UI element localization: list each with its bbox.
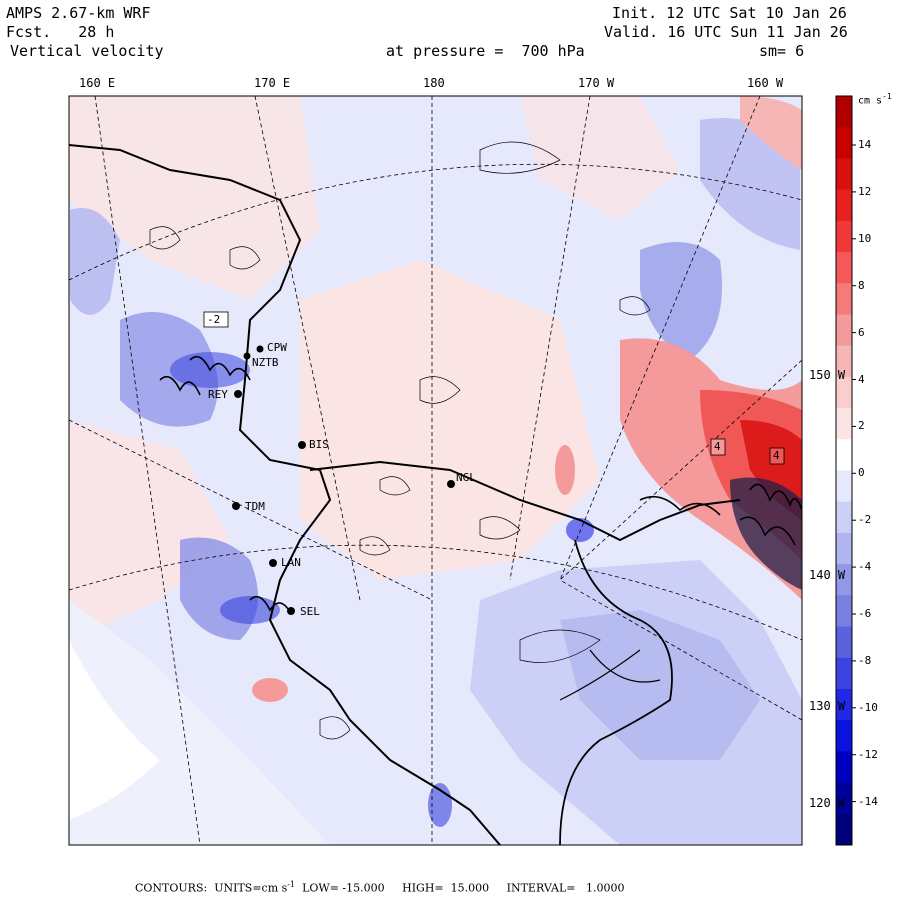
lon-label-170w: 170 W <box>578 76 615 90</box>
colorbar-tick-label: 12 <box>858 184 872 198</box>
smoothing-value: sm= 6 <box>759 42 805 60</box>
colorbar-segment <box>836 751 852 784</box>
colorbar-segment <box>836 813 852 846</box>
valid-time: Valid. 16 UTC Sun 11 Jan 26 <box>604 23 848 41</box>
colorbar-segment <box>836 314 852 347</box>
colorbar-segment <box>836 96 852 128</box>
station-dot-cpw <box>256 345 264 353</box>
footer-high: HIGH= 15.000 <box>402 881 490 895</box>
pressure-level: at pressure = 700 hPa <box>386 42 585 60</box>
colorbar-segment <box>836 283 852 315</box>
station-dot-rey <box>234 390 242 398</box>
map-frame <box>68 95 803 846</box>
colorbar-tick-label: 6 <box>858 325 865 339</box>
lon-label-160e: 160 E <box>79 76 116 90</box>
contour-label-box <box>710 438 726 456</box>
colorbar-segment <box>836 158 852 191</box>
lat-label-130w: 130 W <box>809 699 846 713</box>
colorbar-segment <box>836 782 852 815</box>
colorbar-segment <box>836 345 852 378</box>
lat-label-150w: 150 W <box>809 368 846 382</box>
forecast-hour: Fcst. 28 h <box>6 23 115 41</box>
colorbar-tick-label: -12 <box>858 747 878 761</box>
footer-contour-info: CONTOURS: UNITS=cm s-1 LOW= -15.000 HIGH… <box>135 880 625 895</box>
colorbar-tick-label: 10 <box>858 231 872 245</box>
colorbar-segment <box>836 532 852 565</box>
colorbar-segment <box>836 501 852 534</box>
colorbar-tick-label: 2 <box>858 419 865 433</box>
footer-units: CONTOURS: UNITS=cm s <box>135 881 288 895</box>
map-field <box>69 96 802 845</box>
colorbar-segment <box>836 657 852 690</box>
colorbar-segment <box>836 252 852 284</box>
colorbar-tick-label: -6 <box>858 607 872 620</box>
contour-label-4b: 4 <box>773 449 780 462</box>
contour-label-box <box>203 311 229 328</box>
colorbar-tick-label: 0 <box>858 466 865 480</box>
colorbar-segment <box>836 408 852 440</box>
colorbar-segment <box>836 595 852 628</box>
lat-label-120w: 120 W <box>809 796 846 810</box>
footer-interval: INTERVAL= 1.0000 <box>506 881 625 895</box>
colorbar-tick-label: -4 <box>858 560 872 574</box>
station-label-bis: BIS <box>309 438 329 451</box>
lon-label-160w: 160 W <box>747 76 784 90</box>
station-dot-lan <box>269 559 277 567</box>
init-time: Init. 12 UTC Sat 10 Jan 26 <box>612 4 847 22</box>
colorbar-segment <box>836 564 852 596</box>
colorbar-segment <box>836 220 852 253</box>
station-dot-nztb <box>243 352 251 360</box>
colorbar-tick-label: 14 <box>858 138 872 151</box>
colorbar-tick-label: 8 <box>858 278 865 292</box>
colorbar-tick-label: -2 <box>858 513 872 527</box>
station-label-sel: SEL <box>300 605 320 618</box>
colorbar-segment <box>836 470 852 503</box>
contour-label-box <box>769 447 785 465</box>
station-dot-sel <box>287 607 295 615</box>
contour-label-neg2: -2 <box>207 313 221 326</box>
colorbar-segment <box>836 189 852 222</box>
colorbar-tick-label: 4 <box>858 372 865 386</box>
station-label-lan: LAN <box>281 556 301 569</box>
colorbar-segment <box>836 376 852 409</box>
colorbar-tick-label: -8 <box>858 653 872 667</box>
colorbar-segment <box>836 626 852 659</box>
lon-label-180: 180 <box>423 76 445 90</box>
colorbar-tick-label: -14 <box>858 794 878 808</box>
station-dot-tdm <box>232 502 240 510</box>
station-label-ngl: NGL <box>456 471 476 484</box>
model-title: AMPS 2.67-km WRF <box>6 4 151 22</box>
lat-label-140w: 140 W <box>809 568 846 582</box>
colorbar-tick-label: -10 <box>858 700 878 714</box>
station-label-cpw: CPW <box>267 341 287 354</box>
field-name: Vertical velocity <box>10 42 164 60</box>
station-label-rey: REY <box>208 388 228 401</box>
station-dot-bis <box>298 441 306 449</box>
colorbar <box>836 96 856 846</box>
contour-label-4a: 4 <box>714 440 721 453</box>
station-label-tdm: TDM <box>245 500 265 513</box>
lon-label-170e: 170 E <box>254 76 291 90</box>
station-label-nztb: NZTB <box>252 356 279 369</box>
footer-low: LOW= -15.000 <box>302 881 385 895</box>
colorbar-frame <box>835 95 853 846</box>
colorbar-units: cm s-1 <box>858 92 892 107</box>
colorbar-segment <box>836 439 852 471</box>
colorbar-segment <box>836 127 852 159</box>
station-dot-ngl <box>447 480 455 488</box>
colorbar-segment <box>836 688 852 721</box>
colorbar-segment <box>836 720 852 752</box>
